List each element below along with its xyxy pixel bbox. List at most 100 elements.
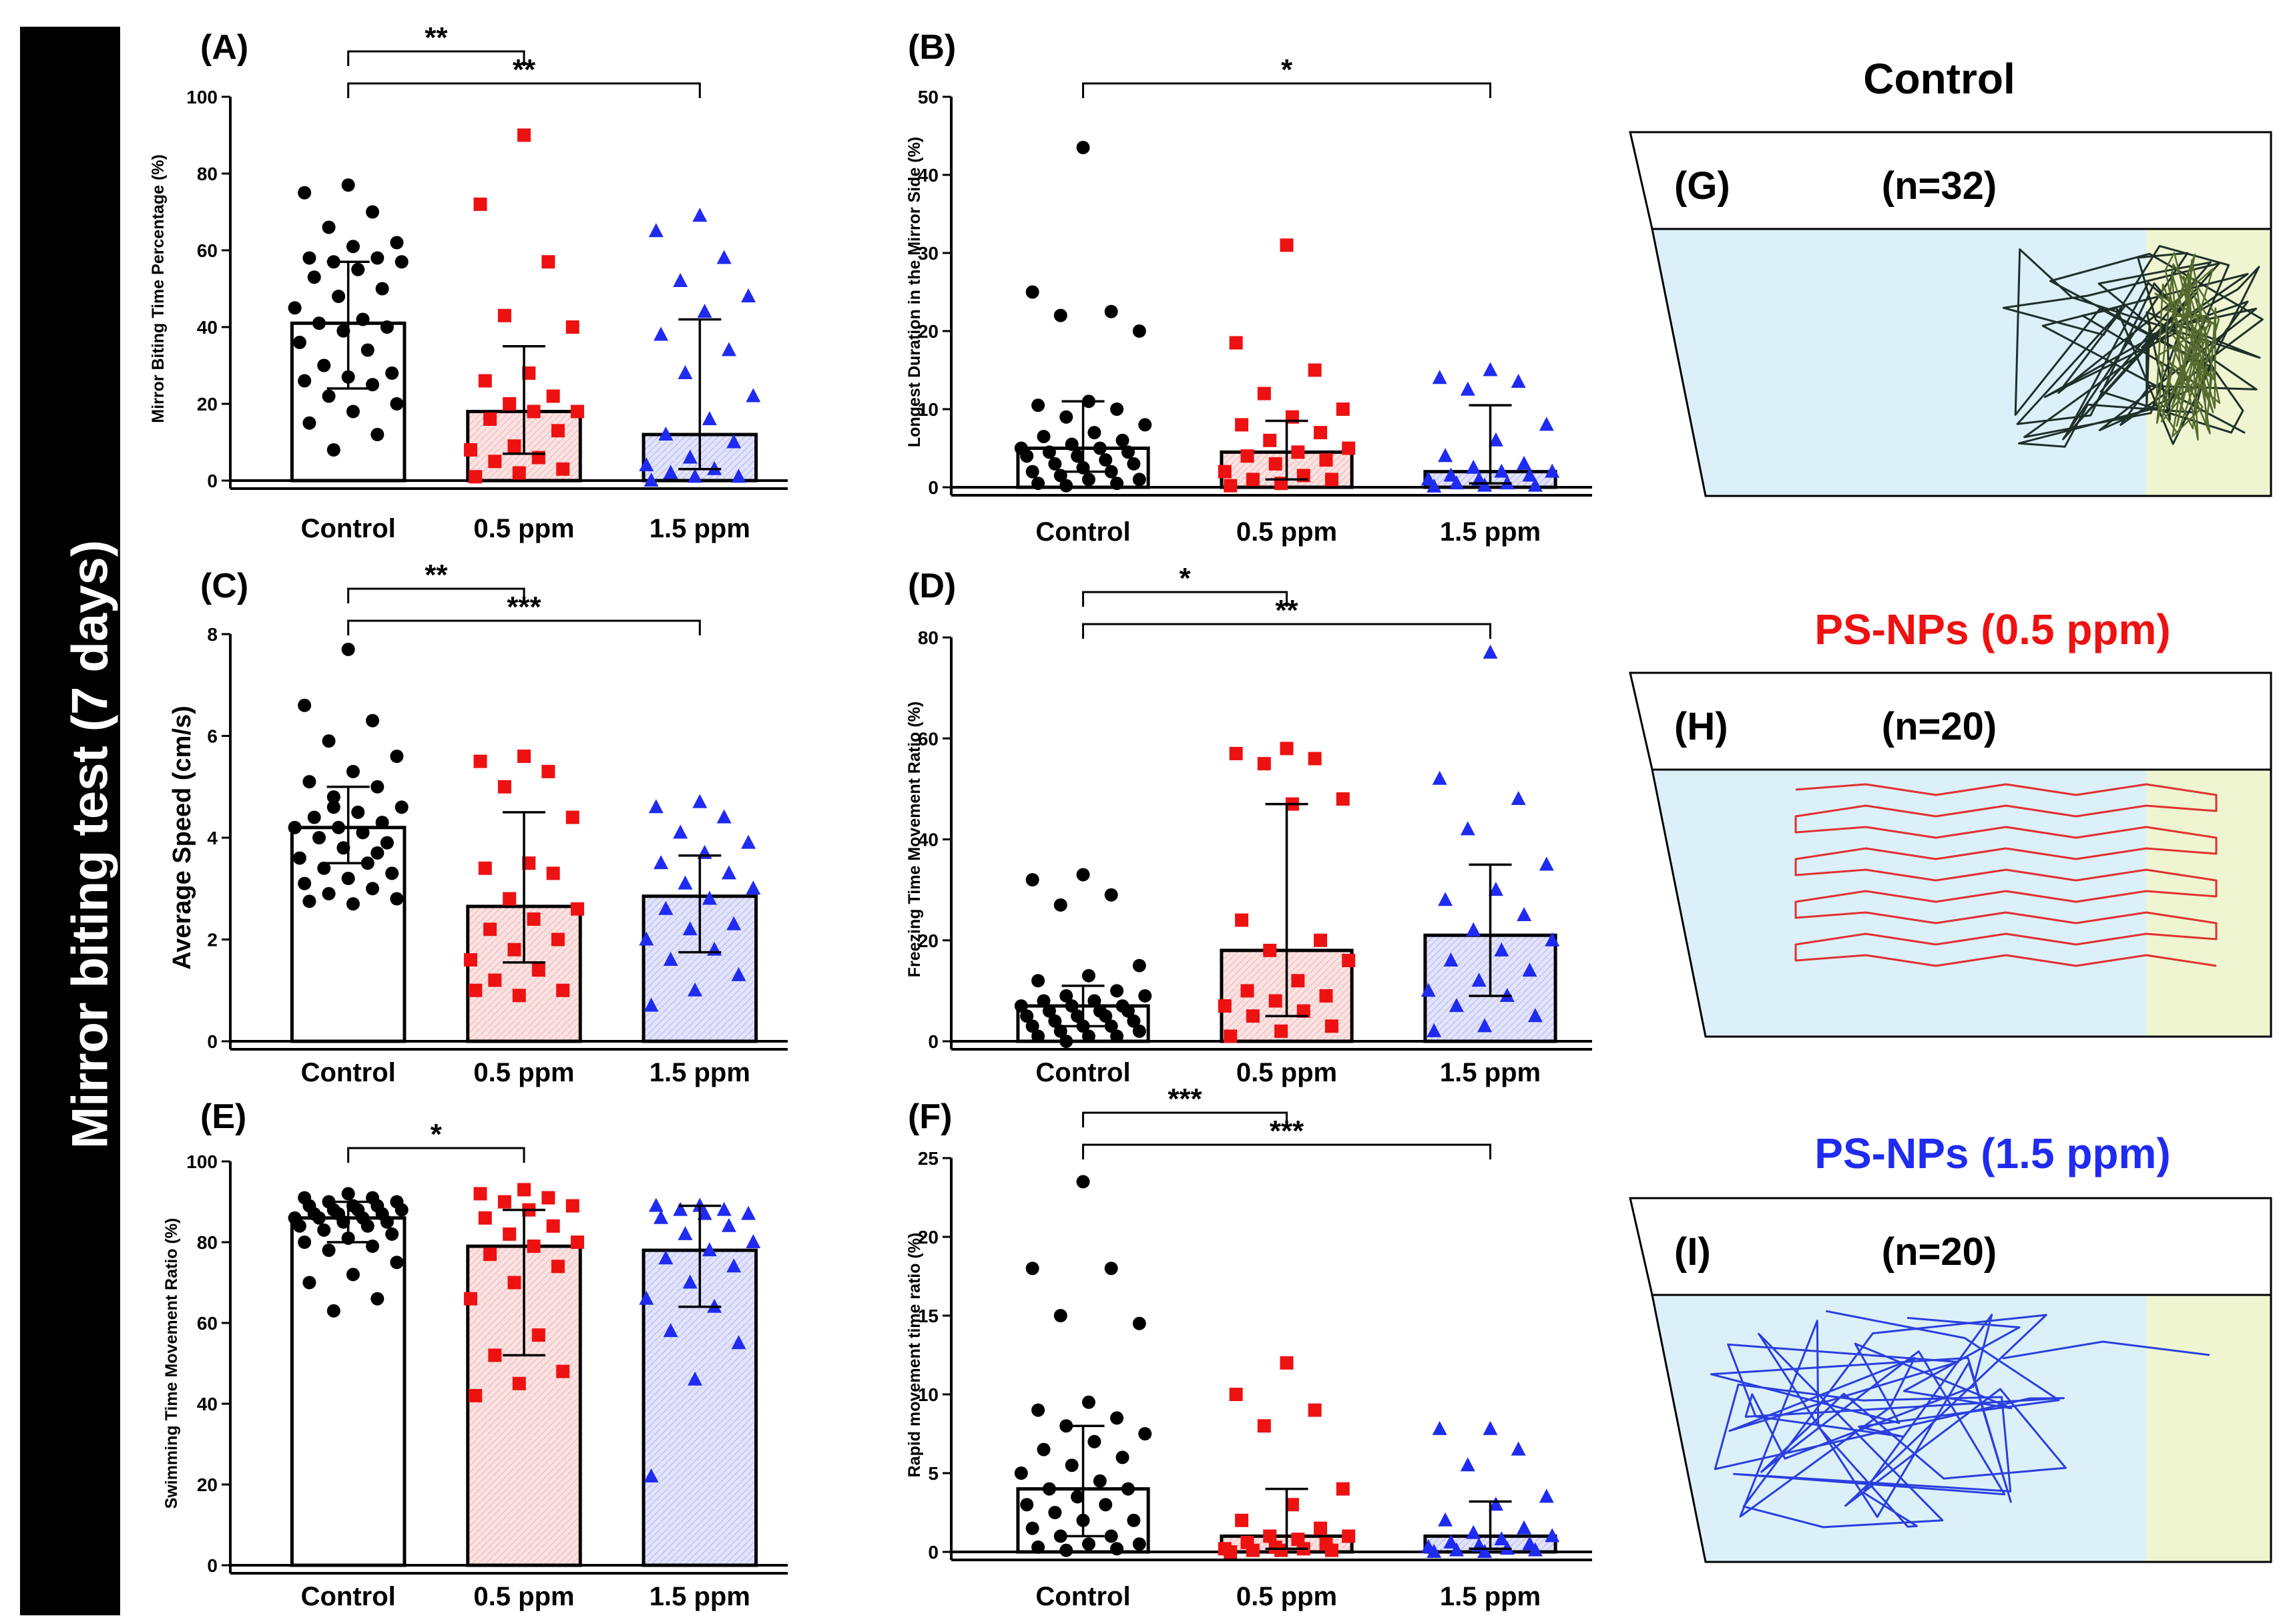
data-point [556,462,570,476]
data-point [1483,1420,1498,1435]
data-point [1224,1029,1238,1043]
track-panel-label-2: (I) [1674,1230,1711,1274]
data-point [1342,954,1356,967]
data-point [551,424,565,438]
data-point [1427,478,1442,493]
data-point [1218,999,1232,1013]
data-point [1087,1434,1101,1448]
data-point [1421,983,1436,997]
data-point [341,642,355,656]
significance-stars: ** [513,53,536,86]
y-tick-label: 20 [197,1474,218,1495]
data-point [385,1227,399,1241]
y-tick-label: 100 [186,1151,218,1172]
data-point [1042,445,1056,459]
data-point [1438,448,1453,463]
data-point [1053,308,1067,322]
data-point [1132,1537,1146,1551]
data-point [1121,1004,1135,1018]
data-point [341,1187,355,1201]
data-point [571,1236,585,1249]
category-label-1: 0.5 ppm [473,514,574,543]
data-point [473,198,487,211]
significance-bracket [1082,623,1491,639]
data-point [697,1205,712,1220]
track-title-0: Control [1863,55,2015,103]
data-point [1031,477,1045,491]
data-point [1511,791,1526,805]
tank-outline [1651,228,2272,497]
data-point [639,931,654,946]
data-point [370,428,385,441]
data-point [360,343,374,357]
data-point [469,1388,483,1402]
tank-outline [1651,768,2272,1038]
significance-stars: * [431,1118,443,1151]
data-point [370,780,385,794]
data-point [292,851,306,865]
data-point [469,470,483,484]
data-point [682,921,698,936]
data-point [746,388,761,402]
data-point [395,800,409,814]
data-point [688,469,703,483]
data-point [298,186,312,200]
data-point [1042,1482,1056,1496]
data-point [1087,426,1101,440]
data-point [1132,1316,1146,1330]
data-point [1449,998,1464,1013]
data-point [1115,433,1129,447]
data-point [1025,285,1039,299]
data-point [1071,1009,1085,1023]
data-point [1104,304,1118,318]
data-point [517,1183,531,1197]
data-point [322,734,336,748]
data-point [692,208,708,222]
data-point [1099,453,1113,467]
data-point [483,1248,497,1262]
data-point [688,982,703,997]
track-title-1: PS-NPs (0.5 ppm) [1814,605,2170,653]
data-point [527,912,541,926]
data-point [1432,370,1447,384]
data-point [1104,1019,1118,1033]
swim-trajectory-tail [2002,1340,2210,1360]
data-point [1280,742,1294,756]
y-tick-label: 4 [207,828,218,848]
data-point [288,301,302,315]
data-point [346,897,360,911]
data-point [298,374,312,388]
data-point [1076,868,1090,882]
data-point [1240,984,1254,998]
data-point [1545,463,1560,478]
track-panel-2: PS-NPs (1.5 ppm) (I) (n=20) [1629,1129,2272,1563]
data-point [1132,1024,1146,1038]
data-point [1257,386,1271,400]
data-point [716,1201,732,1216]
data-point [1246,473,1260,487]
data-point [654,855,669,870]
data-point [658,1250,674,1265]
chart-panel-1: (B) Longest Duration in the Mirror Side (… [905,28,1592,547]
data-point [688,1371,703,1386]
data-point [1235,1513,1249,1527]
data-point [1477,1544,1493,1558]
data-point [1053,898,1067,912]
data-point [1014,1466,1028,1480]
data-point [356,826,370,840]
data-point [497,780,511,794]
data-point [1127,1014,1141,1028]
data-point [1087,994,1101,1008]
y-tick-label: 40 [918,165,939,186]
data-point [1324,473,1338,487]
data-point [1059,1035,1073,1048]
y-tick-label: 2 [207,930,218,951]
y-tick-label: 30 [918,243,939,264]
data-point [1071,1490,1085,1504]
data-point [1059,410,1073,424]
data-point [336,1215,350,1229]
y-tick-label: 60 [918,728,939,749]
data-point [1031,398,1045,413]
data-point [298,1236,312,1249]
